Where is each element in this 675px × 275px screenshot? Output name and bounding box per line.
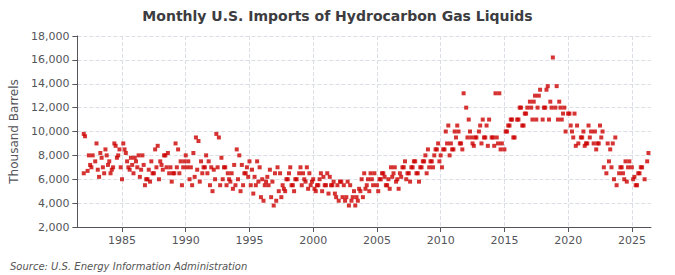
svg-text:1990: 1990 [172, 234, 200, 247]
svg-text:Source: U.S. Energy Informatio: Source: U.S. Energy Information Administ… [10, 261, 247, 272]
svg-text:18,000: 18,000 [31, 30, 70, 43]
svg-text:2000: 2000 [299, 234, 327, 247]
svg-text:12,000: 12,000 [31, 101, 70, 114]
svg-text:Monthly U.S. Imports of Hydroc: Monthly U.S. Imports of Hydrocarbon Gas … [142, 8, 532, 24]
svg-text:2015: 2015 [490, 234, 518, 247]
svg-text:14,000: 14,000 [31, 77, 70, 90]
svg-text:1985: 1985 [108, 234, 136, 247]
svg-text:6,000: 6,000 [38, 173, 70, 186]
svg-text:2005: 2005 [363, 234, 391, 247]
svg-text:Thousand Barrels: Thousand Barrels [7, 79, 21, 184]
svg-text:4,000: 4,000 [38, 197, 70, 210]
svg-text:1995: 1995 [235, 234, 263, 247]
svg-text:10,000: 10,000 [31, 125, 70, 138]
svg-text:2010: 2010 [427, 234, 455, 247]
svg-text:2020: 2020 [554, 234, 582, 247]
svg-text:2025: 2025 [618, 234, 646, 247]
svg-text:16,000: 16,000 [31, 53, 70, 66]
svg-text:8,000: 8,000 [38, 149, 70, 162]
svg-text:2,000: 2,000 [38, 221, 70, 234]
